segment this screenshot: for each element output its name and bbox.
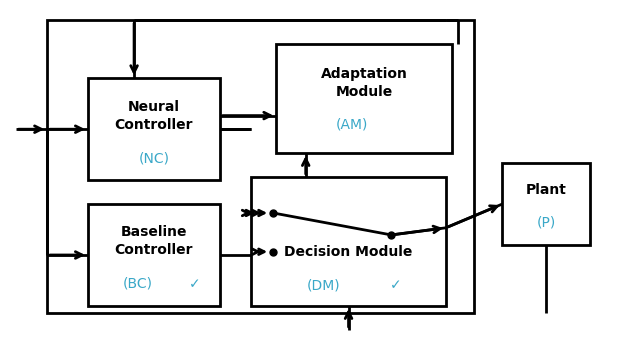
Bar [502, 163, 590, 245]
Bar [88, 78, 220, 180]
Bar [251, 177, 446, 306]
Bar [47, 20, 474, 313]
Text: Baseline
Controller: Baseline Controller [114, 225, 193, 257]
Text: Adaptation
Module: Adaptation Module [321, 67, 408, 99]
Bar [88, 204, 220, 306]
Text: Plant: Plant [526, 183, 567, 198]
Text: (BC): (BC) [123, 277, 153, 291]
Text: (NC): (NC) [138, 151, 170, 165]
Text: (DM): (DM) [306, 278, 340, 293]
Text: ✓: ✓ [189, 277, 200, 291]
Text: (P): (P) [537, 216, 556, 230]
Text: Decision Module: Decision Module [284, 244, 413, 259]
Bar [276, 44, 452, 153]
Text: Neural
Controller: Neural Controller [114, 100, 193, 132]
Text: ✓: ✓ [390, 278, 401, 293]
Text: (AM): (AM) [335, 117, 368, 131]
